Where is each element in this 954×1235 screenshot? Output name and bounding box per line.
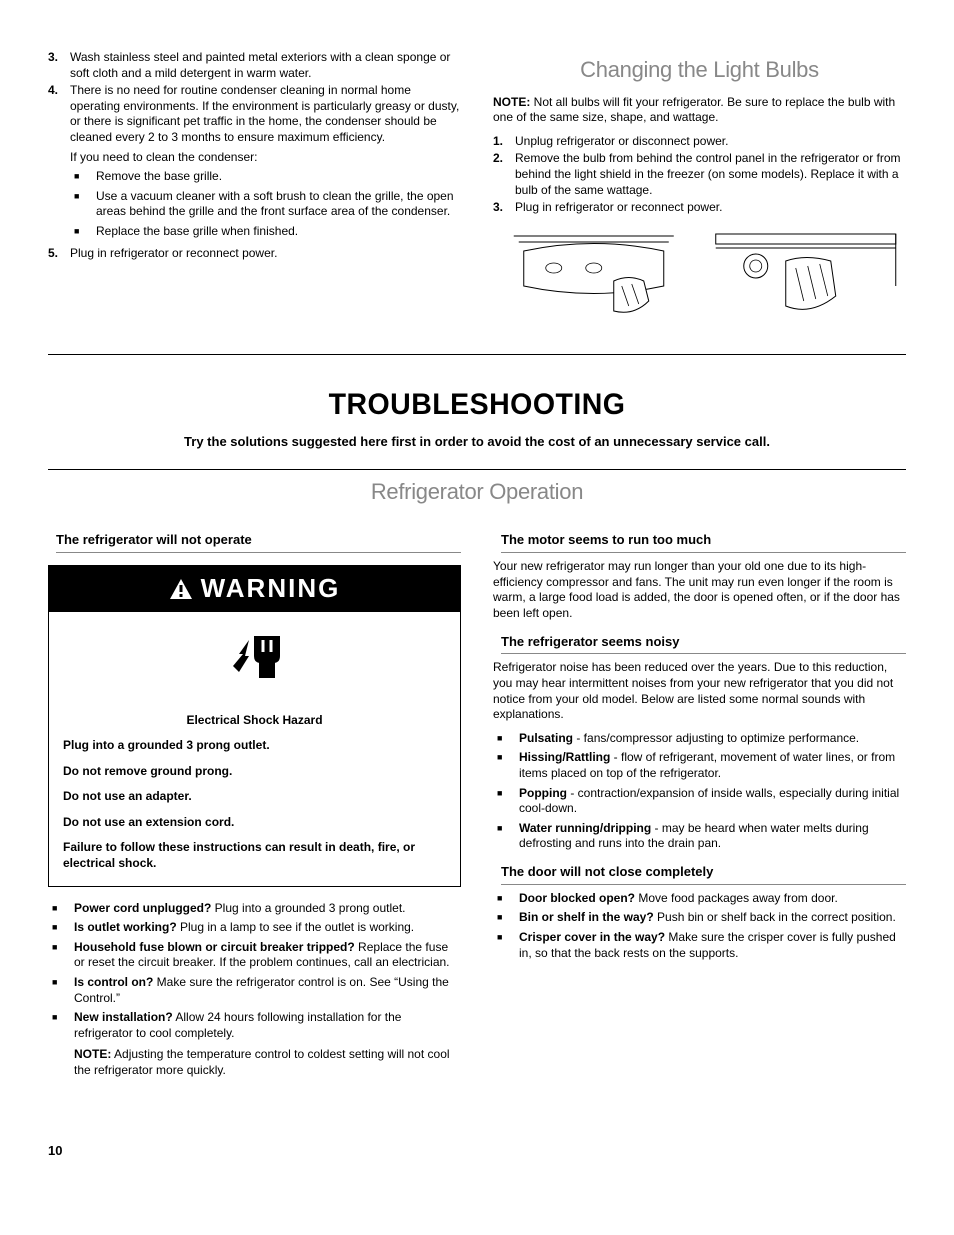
warning-title: WARNING (201, 572, 341, 606)
list-item: Crisper cover in the way? Make sure the … (493, 930, 906, 961)
left-column: The refrigerator will not operate WARNIN… (48, 520, 461, 1082)
item-number: 5. (48, 246, 70, 262)
light-bulb-note: NOTE: Not all bulbs will fit your refrig… (493, 95, 906, 126)
warning-body: Electrical Shock Hazard Plug into a grou… (49, 697, 460, 886)
warning-line: Do not use an adapter. (63, 789, 446, 805)
shock-icon (49, 612, 460, 697)
page-number: 10 (48, 1143, 906, 1160)
list-item: Replace the base grille when finished. (70, 224, 461, 240)
item-number: 4. (48, 83, 70, 243)
topic-noisy: The refrigerator seems noisy (501, 634, 906, 655)
list-item: Door blocked open? Move food packages aw… (493, 891, 906, 907)
noise-text: Refrigerator noise has been reduced over… (493, 660, 906, 722)
list-item: 1.Unplug refrigerator or disconnect powe… (493, 134, 906, 150)
warning-line: Do not remove ground prong. (63, 764, 446, 780)
light-bulbs-heading: Changing the Light Bulbs (493, 56, 906, 85)
list-item: 3. Wash stainless steel and painted meta… (48, 50, 461, 81)
door-bullets: Door blocked open? Move food packages aw… (493, 891, 906, 961)
troubleshooting-subtitle: Try the solutions suggested here first i… (48, 434, 906, 451)
warning-triangle-icon (169, 578, 193, 600)
install-note: NOTE: Adjusting the temperature control … (74, 1047, 461, 1078)
list-item: 2.Remove the bulb from behind the contro… (493, 151, 906, 198)
bulb-illustration-2 (705, 226, 907, 326)
divider (48, 469, 906, 470)
list-item: Power cord unplugged? Plug into a ground… (48, 901, 461, 917)
item-text: There is no need for routine condenser c… (70, 83, 461, 243)
list-item: 3.Plug in refrigerator or reconnect powe… (493, 200, 906, 216)
topic-not-operate: The refrigerator will not operate (56, 532, 461, 553)
divider (48, 354, 906, 355)
list-item: Bin or shelf in the way? Push bin or she… (493, 910, 906, 926)
warning-line: Plug into a grounded 3 prong outlet. (63, 738, 446, 754)
bulb-illustrations (493, 226, 906, 326)
list-item: Is outlet working? Plug in a lamp to see… (48, 920, 461, 936)
bulb-illustration-1 (493, 226, 695, 326)
list-item: Use a vacuum cleaner with a soft brush t… (70, 189, 461, 220)
list-item: Household fuse blown or circuit breaker … (48, 940, 461, 971)
warning-line: Failure to follow these instructions can… (63, 840, 446, 871)
topic-motor: The motor seems to run too much (501, 532, 906, 553)
list-item: 4. There is no need for routine condense… (48, 83, 461, 243)
list-item: Pulsating - fans/compressor adjusting to… (493, 731, 906, 747)
condenser-steps: Remove the base grille. Use a vacuum cle… (70, 169, 461, 239)
item-text: Plug in refrigerator or reconnect power. (70, 246, 461, 262)
noise-bullets: Pulsating - fans/compressor adjusting to… (493, 731, 906, 852)
list-item: 5. Plug in refrigerator or reconnect pow… (48, 246, 461, 262)
top-left-col: 3. Wash stainless steel and painted meta… (48, 50, 461, 326)
list-item: New installation? Allow 24 hours followi… (48, 1010, 461, 1078)
troubleshooting-columns: The refrigerator will not operate WARNIN… (48, 520, 906, 1082)
hazard-label: Electrical Shock Hazard (63, 713, 446, 729)
top-right-col: Changing the Light Bulbs NOTE: Not all b… (493, 50, 906, 326)
cleaning-steps: 3. Wash stainless steel and painted meta… (48, 50, 461, 261)
item-number: 3. (48, 50, 70, 81)
list-item: Hissing/Rattling - flow of refrigerant, … (493, 750, 906, 781)
list-item: Remove the base grille. (70, 169, 461, 185)
not-operate-bullets: Power cord unplugged? Plug into a ground… (48, 901, 461, 1079)
top-section: 3. Wash stainless steel and painted meta… (48, 50, 906, 326)
right-column: The motor seems to run too much Your new… (493, 520, 906, 1082)
list-item: Water running/dripping - may be heard wh… (493, 821, 906, 852)
motor-text: Your new refrigerator may run longer tha… (493, 559, 906, 621)
refrigerator-operation-heading: Refrigerator Operation (48, 478, 906, 507)
warning-line: Do not use an extension cord. (63, 815, 446, 831)
item-text: Wash stainless steel and painted metal e… (70, 50, 461, 81)
bulb-steps: 1.Unplug refrigerator or disconnect powe… (493, 134, 906, 216)
troubleshooting-heading: TROUBLESHOOTING (69, 385, 884, 424)
warning-box: WARNING Electrical Shock Hazard Plug int… (48, 565, 461, 887)
condenser-intro: If you need to clean the condenser: (70, 150, 461, 166)
list-item: Is control on? Make sure the refrigerato… (48, 975, 461, 1006)
warning-header: WARNING (49, 566, 460, 612)
list-item: Popping - contraction/expansion of insid… (493, 786, 906, 817)
topic-door: The door will not close completely (501, 864, 906, 885)
